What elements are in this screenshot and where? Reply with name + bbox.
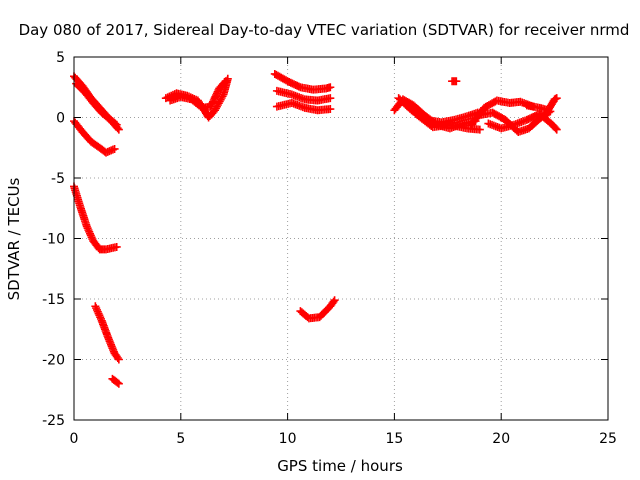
data-track-arc-d — [70, 182, 121, 254]
data-track-arc-t — [522, 94, 561, 115]
axis-ticks: 0 5 10 15 20 25 -25 -20 -15 -10 -5 0 5 — [42, 50, 617, 447]
data-track-arc-o — [411, 109, 484, 134]
data-point — [113, 353, 122, 362]
x-tick-label: 0 — [70, 431, 79, 447]
data-point — [114, 125, 123, 134]
x-tick-label: 5 — [176, 431, 185, 447]
data-point — [86, 231, 95, 240]
y-tick-label: -15 — [42, 292, 65, 308]
data-point — [218, 92, 227, 101]
data-point — [220, 78, 229, 87]
data-points — [70, 69, 561, 388]
x-tick-label: 10 — [279, 431, 297, 447]
y-axis-label: SDTVAR / TECUs — [5, 177, 23, 300]
x-tick-label: 20 — [492, 431, 510, 447]
y-tick-label: -25 — [42, 413, 65, 429]
chart-title: Day 080 of 2017, Sidereal Day-to-day VTE… — [19, 21, 630, 39]
data-point — [552, 125, 561, 134]
data-point — [113, 124, 122, 133]
y-tick-label: -5 — [51, 171, 65, 187]
data-point — [95, 311, 104, 320]
data-track-arc-s — [484, 109, 561, 134]
data-track-arc-f — [108, 374, 123, 388]
data-point — [113, 378, 122, 387]
data-point — [475, 125, 484, 134]
data-point — [452, 77, 461, 86]
data-point — [114, 379, 123, 388]
data-point — [92, 304, 101, 313]
data-point — [84, 226, 93, 235]
data-track-arc-k — [272, 98, 335, 115]
data-point — [110, 144, 119, 153]
data-track-arc-i — [270, 69, 335, 94]
data-point — [96, 313, 105, 322]
data-track-arc-b — [72, 79, 123, 134]
x-tick-label: 15 — [385, 431, 403, 447]
data-point — [86, 229, 95, 238]
y-tick-label: -20 — [42, 353, 65, 369]
y-tick-label: 5 — [56, 50, 65, 66]
data-track-arc-h — [166, 77, 230, 112]
data-track-arc-j — [272, 86, 335, 105]
data-point — [83, 224, 92, 233]
data-point — [112, 242, 121, 251]
data-track-arc-l — [296, 296, 339, 323]
data-point — [85, 227, 94, 236]
data-track-arc-c — [70, 117, 119, 157]
y-tick-label: 0 — [56, 111, 65, 127]
y-tick-label: -10 — [42, 232, 65, 248]
data-point — [94, 309, 103, 318]
x-tick-label: 25 — [599, 431, 617, 447]
data-point — [114, 355, 123, 364]
data-point — [552, 94, 561, 103]
data-point — [87, 233, 96, 242]
data-point — [551, 124, 560, 133]
data-point — [161, 94, 170, 103]
data-point — [329, 297, 338, 306]
data-point — [82, 222, 91, 231]
data-point — [93, 307, 102, 316]
data-point — [92, 305, 101, 314]
x-axis-label: GPS time / hours — [277, 457, 403, 475]
data-point — [326, 105, 335, 114]
data-point — [96, 314, 105, 323]
data-point — [326, 94, 335, 103]
data-point — [91, 302, 100, 311]
data-point — [330, 296, 339, 305]
data-point — [326, 83, 335, 92]
data-track-arc-e — [91, 302, 123, 364]
data-point — [221, 77, 230, 86]
data-track-arc-p — [448, 77, 461, 86]
